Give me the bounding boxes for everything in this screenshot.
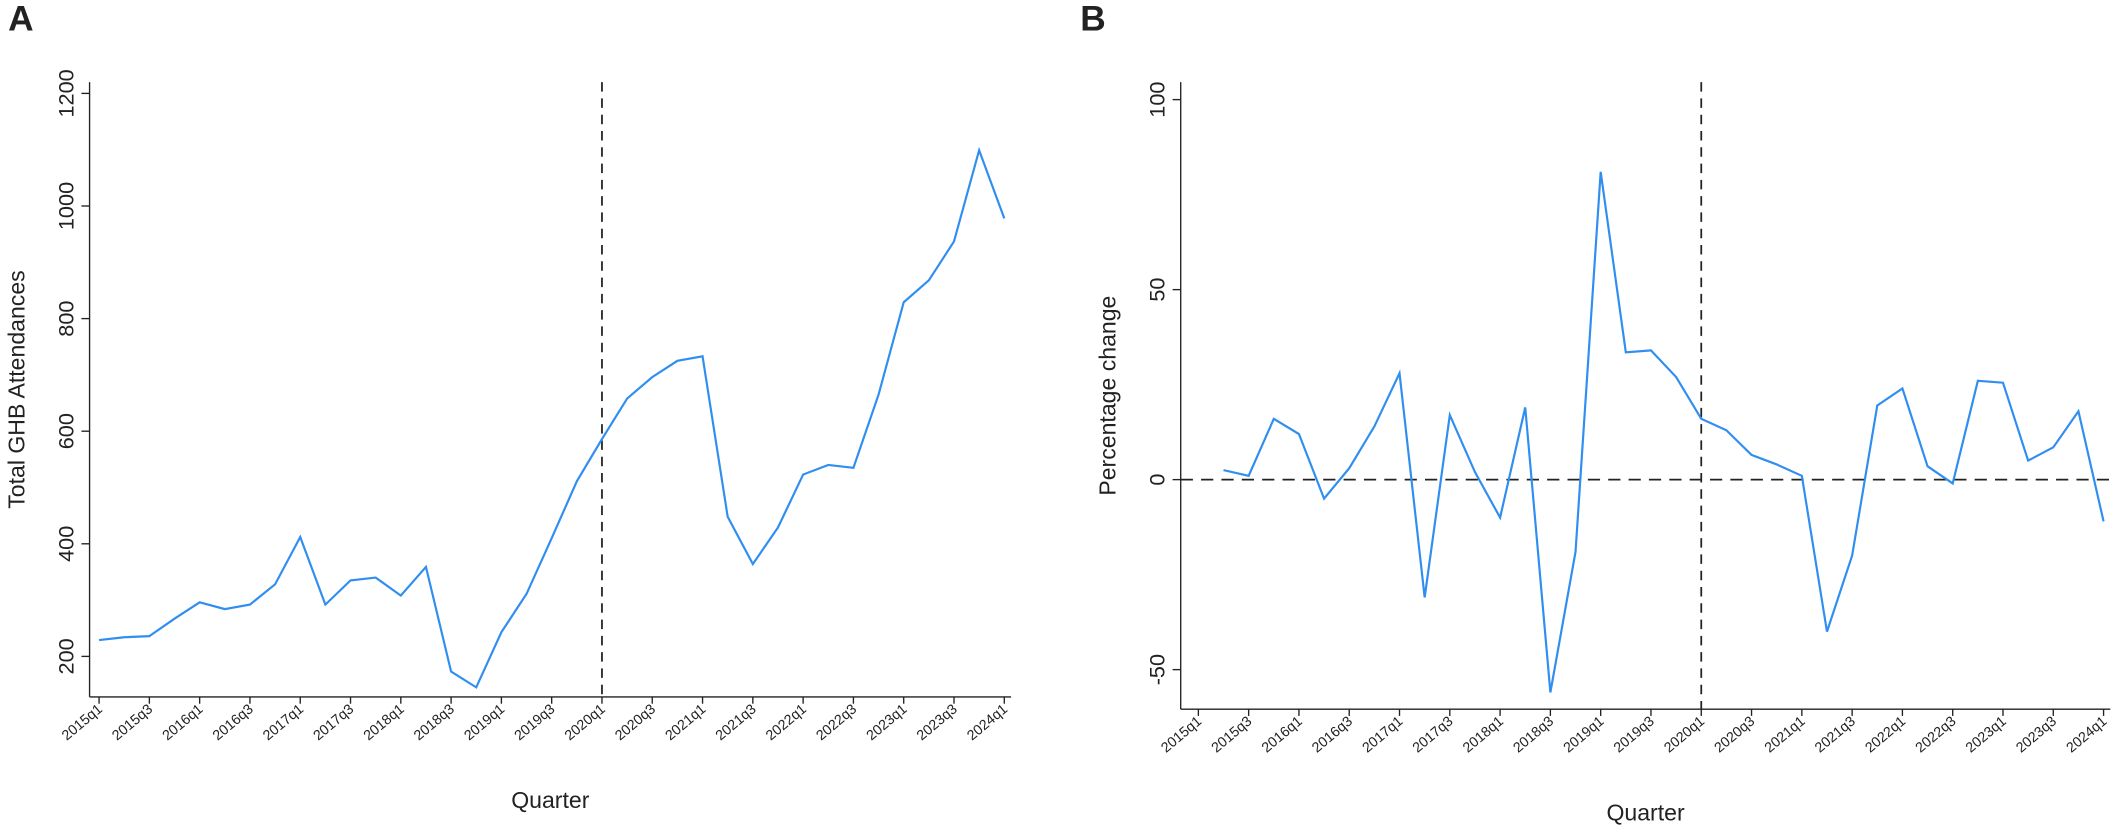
x-tick-label: 2024q1 (2064, 713, 2111, 756)
y-axis-title: Percentage change (1095, 296, 1121, 496)
y-tick-label: 100 (1144, 82, 1169, 118)
y-tick-label: 400 (53, 526, 78, 562)
x-tick-label: 2020q3 (1712, 713, 1759, 756)
x-tick-label: 2019q1 (1561, 713, 1608, 756)
x-tick-label: 2019q3 (512, 701, 559, 744)
panel-label: A (8, 0, 33, 39)
x-tick-label: 2015q1 (1158, 713, 1205, 756)
x-tick-label: 2016q1 (160, 701, 207, 744)
x-tick-label: 2021q3 (1812, 713, 1859, 756)
x-tick-label: 2023q1 (1963, 713, 2010, 756)
x-tick-label: 2016q3 (210, 701, 257, 744)
x-tick-label: 2022q3 (1913, 713, 1960, 756)
x-tick-label: 2022q1 (763, 701, 810, 744)
x-tick-label: 2021q1 (1762, 713, 1809, 756)
x-tick-label: 2018q1 (1460, 713, 1507, 756)
data-line (1223, 171, 2105, 693)
x-tick-label: 2021q1 (663, 701, 710, 744)
y-tick-label: 600 (53, 413, 78, 449)
x-tick-label: 2020q1 (1661, 713, 1708, 756)
x-tick-label: 2020q1 (562, 701, 609, 744)
y-axis-title: Total GHB Attendances (3, 270, 29, 508)
x-tick-label: 2017q3 (1410, 713, 1457, 756)
x-tick-label: 2018q3 (1510, 713, 1557, 756)
x-tick-label: 2022q3 (813, 701, 860, 744)
x-tick-label: 2016q3 (1309, 713, 1356, 756)
x-tick-label: 2020q3 (612, 701, 659, 744)
x-tick-label: 2019q3 (1611, 713, 1658, 756)
x-tick-label: 2017q1 (260, 701, 307, 744)
y-tick-label: 200 (53, 638, 78, 674)
y-tick-label: 50 (1144, 278, 1169, 302)
data-line (98, 146, 1006, 689)
x-tick-label: 2017q1 (1359, 713, 1406, 756)
x-tick-label: 2016q1 (1259, 713, 1306, 756)
y-tick-label: 1200 (53, 69, 78, 117)
x-tick-label: 2018q1 (361, 701, 408, 744)
x-axis-title: Quarter (1606, 799, 1685, 825)
x-tick-label: 2022q1 (1862, 713, 1909, 756)
x-axis-title: Quarter (511, 787, 590, 813)
y-tick-label: -50 (1144, 654, 1169, 685)
x-tick-label: 2015q1 (59, 701, 106, 744)
y-tick-label: 800 (53, 300, 78, 336)
y-tick-label: 0 (1144, 474, 1169, 486)
x-tick-label: 2017q3 (310, 701, 357, 744)
panel-label: B (1080, 0, 1105, 39)
x-tick-label: 2018q3 (411, 701, 458, 744)
x-tick-label: 2019q1 (461, 701, 508, 744)
y-tick-label: 1000 (53, 182, 78, 230)
x-tick-label: 2023q3 (2013, 713, 2060, 756)
x-tick-label: 2015q3 (109, 701, 156, 744)
x-tick-label: 2023q1 (864, 701, 911, 744)
x-tick-label: 2015q3 (1209, 713, 1256, 756)
x-tick-label: 2023q3 (914, 701, 961, 744)
x-tick-label: 2021q3 (713, 701, 760, 744)
x-tick-label: 2024q1 (964, 701, 1011, 744)
